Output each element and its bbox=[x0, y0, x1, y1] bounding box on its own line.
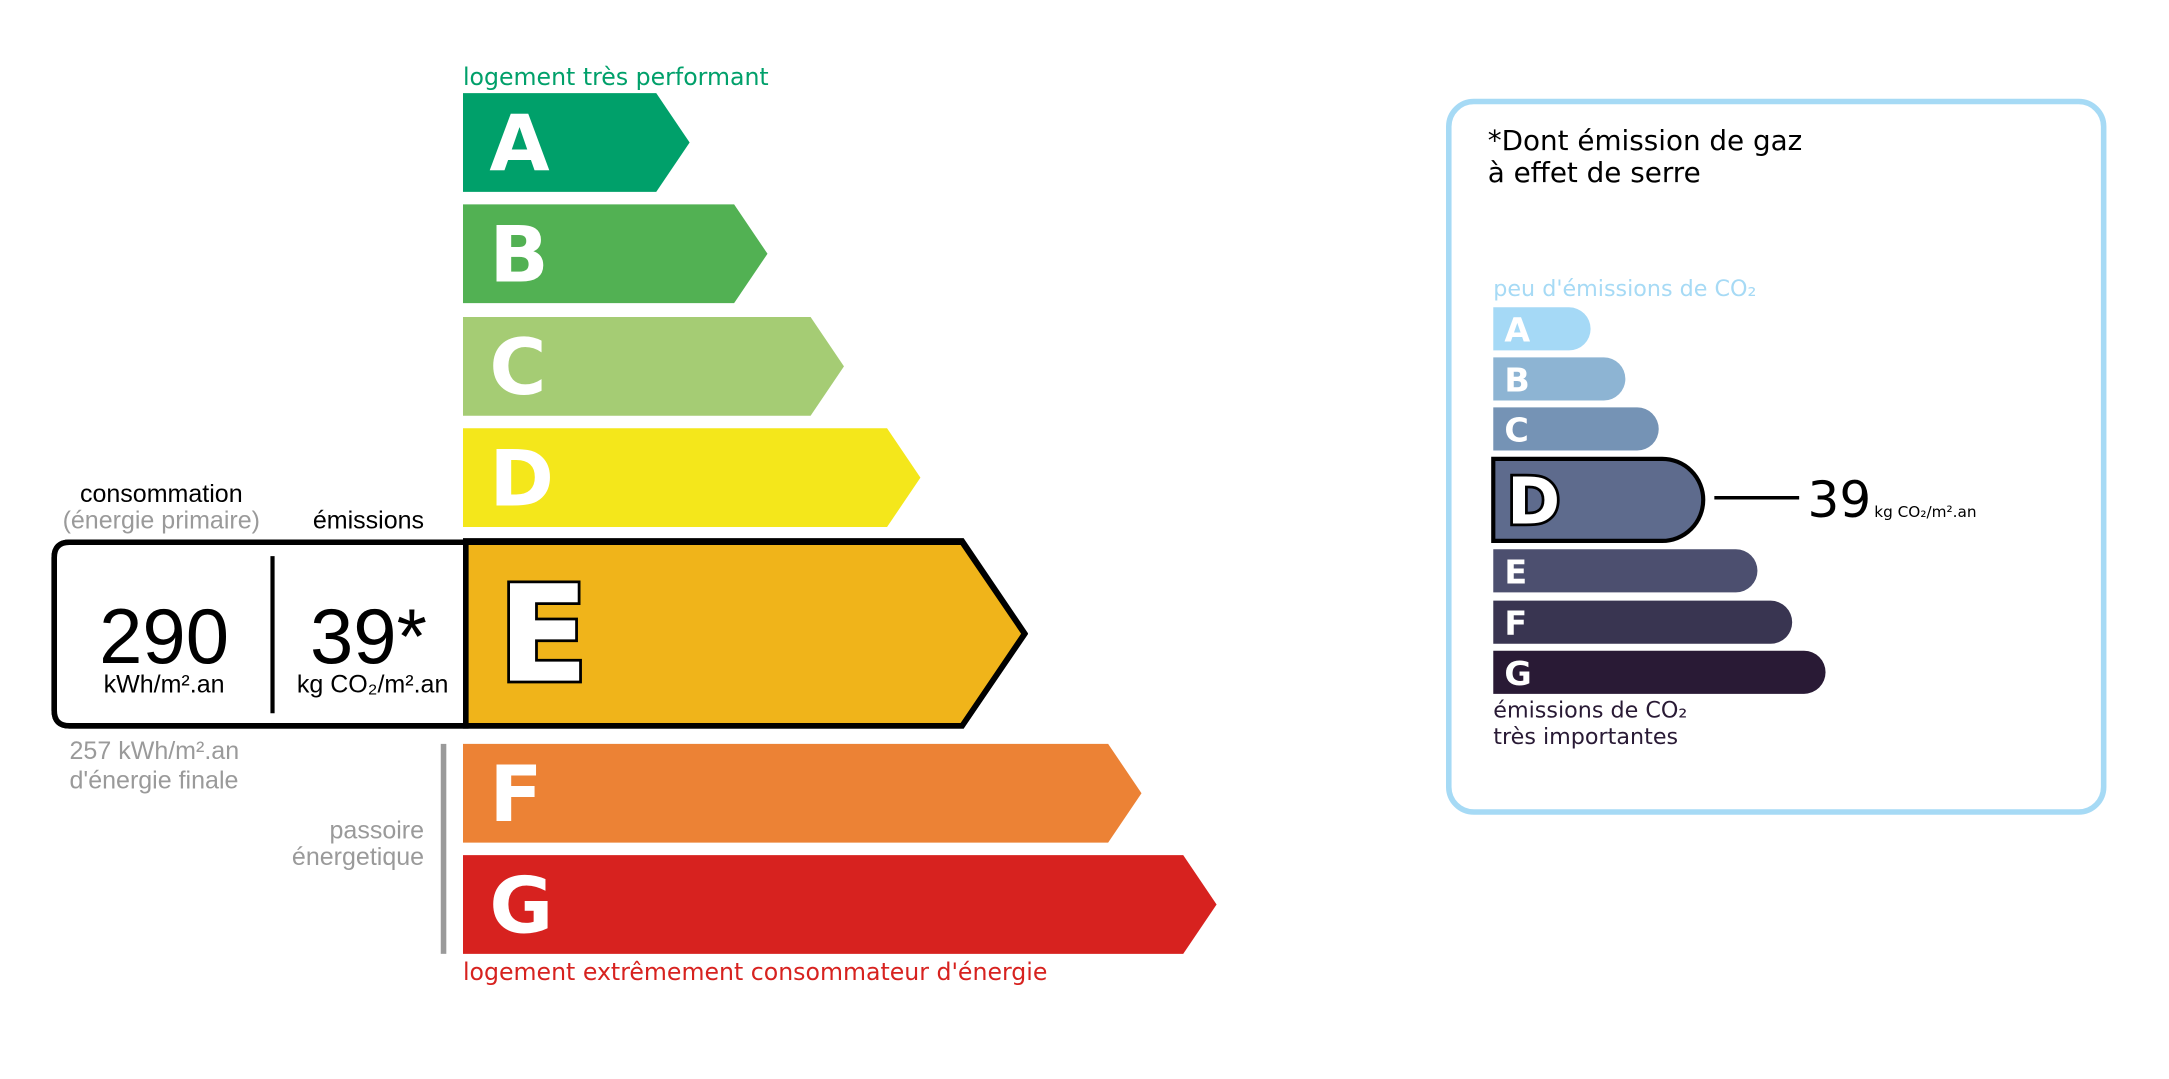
energy-class-b: B bbox=[462, 204, 768, 304]
emissions-label: émissions bbox=[313, 506, 424, 534]
energy-class-c: C bbox=[462, 317, 844, 416]
ges-class-b: B bbox=[1493, 357, 1626, 401]
ges-class-letter: F bbox=[1504, 604, 1527, 643]
ges-class-letter: D bbox=[1507, 466, 1560, 540]
energy-class-letter: G bbox=[489, 861, 553, 951]
final-energy-value: 257 kWh/m².an bbox=[70, 737, 240, 765]
energy-class-f: F bbox=[462, 743, 1142, 843]
ges-value: 39 bbox=[1808, 471, 1872, 529]
energy-top-label: logement très performant bbox=[463, 63, 769, 91]
ges-bottom-label-2: très importantes bbox=[1493, 724, 1678, 750]
ges-bottom-label: émissions de CO₂ bbox=[1493, 697, 1687, 723]
energy-class-e: E bbox=[462, 538, 1029, 729]
consumption-sublabel: (énergie primaire) bbox=[63, 506, 260, 534]
ges-class-g: G bbox=[1493, 650, 1826, 694]
ges-class-e: E bbox=[1493, 549, 1758, 593]
ges-title: *Dont émission de gaz bbox=[1488, 124, 1803, 157]
emissions-value: 39* bbox=[310, 594, 427, 680]
energy-class-letter: C bbox=[489, 323, 546, 413]
ges-class-d: D bbox=[1491, 456, 1706, 543]
consumption-unit: kWh/m².an bbox=[104, 670, 225, 698]
energy-class-letter: D bbox=[489, 434, 554, 524]
energy-class-d: D bbox=[462, 428, 921, 527]
ges-class-f: F bbox=[1493, 600, 1793, 644]
final-energy-label: d'énergie finale bbox=[70, 766, 239, 794]
ges-class-letter: C bbox=[1504, 410, 1528, 449]
energy-bottom-label: logement extrêmement consommateur d'éner… bbox=[463, 958, 1047, 986]
energy-class-letter: F bbox=[489, 750, 542, 840]
passoire-label-2: énergetique bbox=[292, 843, 424, 871]
energy-class-a: A bbox=[462, 93, 690, 192]
ges-class-letter: B bbox=[1504, 360, 1529, 399]
emissions-unit: kg CO₂/m².an bbox=[297, 670, 449, 698]
passoire-bracket bbox=[440, 743, 447, 954]
ges-class-letter: A bbox=[1504, 310, 1530, 349]
energy-class-letter: A bbox=[489, 99, 549, 189]
energy-class-letter: E bbox=[498, 558, 589, 713]
consumption-label: consommation bbox=[80, 480, 243, 508]
ges-class-c: C bbox=[1493, 407, 1659, 451]
passoire-label: passoire bbox=[330, 816, 425, 844]
ges-class-letter: G bbox=[1504, 654, 1531, 693]
ges-title-2: à effet de serre bbox=[1488, 156, 1701, 189]
ges-class-letter: E bbox=[1504, 552, 1527, 591]
energy-class-letter: B bbox=[489, 211, 548, 301]
ges-top-label: peu d'émissions de CO₂ bbox=[1493, 276, 1756, 302]
ges-unit: kg CO₂/m².an bbox=[1874, 503, 1976, 521]
consumption-value: 290 bbox=[99, 594, 229, 680]
ges-class-a: A bbox=[1493, 307, 1591, 351]
energy-class-g: G bbox=[462, 855, 1217, 954]
